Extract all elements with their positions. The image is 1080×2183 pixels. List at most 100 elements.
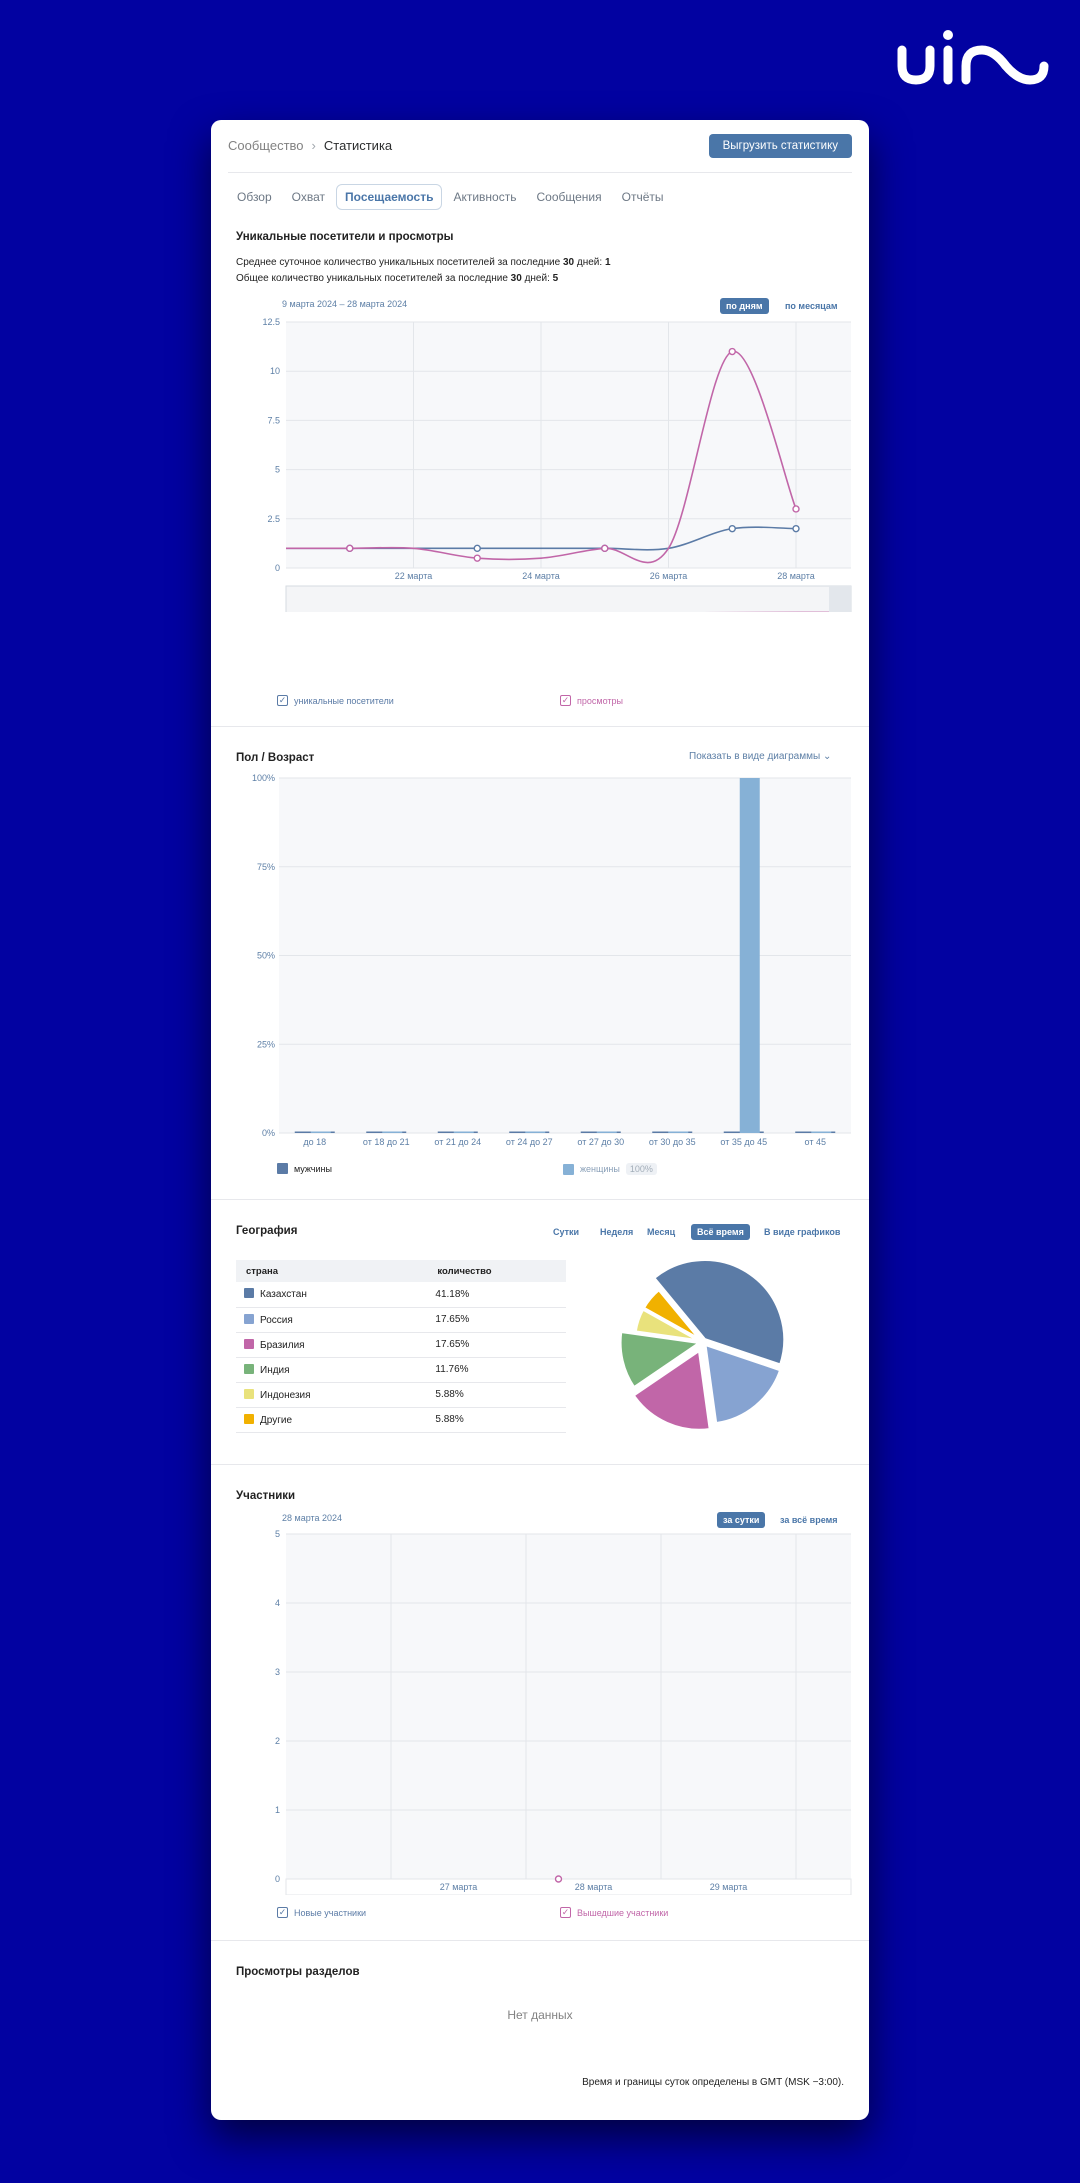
bar (811, 1131, 832, 1133)
tab-0[interactable]: Обзор (237, 190, 272, 204)
geo-filter-1[interactable]: Неделя (600, 1227, 634, 1237)
legend-left-members[interactable]: ✓ Вышедшие участники (560, 1907, 668, 1918)
pie-slice (651, 1258, 787, 1368)
legend-label: мужчины (294, 1163, 332, 1174)
country-name: Индонезия (260, 1389, 311, 1401)
timezone-note: Время и границы суток определены в GMT (… (582, 2077, 844, 2088)
legend-unique-visitors[interactable]: ✓ уникальные посетители (277, 695, 394, 706)
bar (382, 1131, 403, 1133)
table-row: Россия 17.65% (236, 1307, 566, 1333)
y-tick-label: 75% (257, 862, 275, 872)
table-row: Другие 5.88% (236, 1407, 566, 1433)
y-tick-label: 1 (275, 1805, 280, 1815)
data-point (792, 524, 800, 533)
legend-label: Новые участники (294, 1907, 367, 1918)
y-tick-label: 50% (257, 951, 275, 961)
tab-1[interactable]: Охват (291, 190, 326, 204)
legend-swatch (563, 1163, 574, 1175)
geo-filter-2[interactable]: Месяц (647, 1227, 676, 1237)
y-tick-label: 12.5 (262, 318, 280, 327)
col-country: страна (236, 1260, 428, 1282)
tab-3[interactable]: Активность (453, 190, 517, 204)
divider (211, 726, 869, 727)
country-name: Россия (260, 1314, 293, 1326)
breadcrumb-parent[interactable]: Сообщество (228, 138, 304, 153)
data-point (554, 1875, 563, 1883)
data-point (728, 347, 736, 356)
x-tick-label: от 30 до 35 (649, 1137, 696, 1147)
members-chart: 0 1 2 3 4 5 27 марта 28 марта 29 марта (275, 1530, 852, 1895)
total-visitors-text: Общее количество уникальных посетителей … (236, 273, 559, 284)
legend-swatch (277, 1163, 288, 1174)
legend-men[interactable]: мужчины (277, 1163, 332, 1174)
checkbox-checked-icon[interactable]: ✓ (277, 695, 288, 706)
y-tick-label: 7.5 (267, 415, 280, 425)
geo-filter-4[interactable]: В виде графиков (764, 1227, 841, 1237)
section-views-title: Просмотры разделов (236, 1966, 360, 1978)
all-time-toggle[interactable]: за всё время (780, 1515, 838, 1525)
country-cell: Бразилия (236, 1332, 428, 1358)
y-tick-label: 10 (270, 366, 280, 376)
plot-bg (286, 322, 851, 568)
bar (668, 1131, 689, 1133)
chevron-right-icon: › (311, 138, 316, 153)
tab-5[interactable]: Отчёты (621, 190, 664, 204)
x-axis-band (285, 1878, 852, 1895)
members-date: 28 марта 2024 (282, 1513, 343, 1523)
checkbox-checked-icon[interactable]: ✓ (560, 695, 571, 706)
country-share: 5.88% (427, 1407, 566, 1433)
x-tick-label: 24 марта (522, 571, 560, 581)
country-share: 11.76% (427, 1357, 566, 1383)
y-tick-label: 4 (275, 1598, 280, 1608)
country-swatch (244, 1413, 254, 1424)
legend-women[interactable]: женщины 100% (563, 1163, 657, 1175)
y-tick-label: 0 (275, 563, 280, 573)
x-tick-label: 28 марта (575, 1882, 613, 1892)
x-tick-label: 26 марта (650, 571, 688, 581)
tab-2[interactable]: Посещаемость (336, 184, 443, 210)
table-row: Бразилия 17.65% (236, 1332, 566, 1358)
legend-label: женщины (580, 1164, 620, 1174)
brand-logo (897, 30, 1049, 85)
export-stats-button[interactable]: Выгрузить статистику (708, 134, 852, 158)
geo-pie-chart (618, 1258, 787, 1432)
no-data-text: Нет данных (507, 2008, 573, 2022)
legend-views[interactable]: ✓ просмотры (560, 695, 623, 706)
legend-new-members[interactable]: ✓ Новые участники (277, 1907, 366, 1918)
geo-table-header: страна количество (236, 1260, 566, 1282)
divider (228, 172, 852, 173)
plot-bg (286, 1534, 851, 1879)
y-tick-label: 2.5 (267, 514, 280, 524)
visitors-date-range: 9 марта 2024 – 28 марта 2024 (282, 299, 408, 309)
checkbox-checked-icon[interactable]: ✓ (277, 1907, 288, 1918)
country-name: Индия (260, 1364, 290, 1376)
bar (453, 1131, 474, 1133)
statistics-card: Сообщество › Статистика Выгрузить статис… (211, 120, 869, 2120)
show-as-chart-link[interactable]: Показать в виде диаграммы ⌄ (689, 751, 832, 762)
data-point (601, 544, 609, 553)
bar (739, 778, 760, 1133)
visitors-title: Уникальные посетители и просмотры (236, 231, 454, 243)
divider (211, 1940, 869, 1941)
country-cell: Россия (236, 1307, 428, 1333)
gender-age-title: Пол / Возраст (236, 752, 315, 764)
country-share: 41.18% (427, 1282, 566, 1308)
geo-filter-0[interactable]: Сутки (553, 1227, 580, 1237)
y-tick-label: 2 (275, 1736, 280, 1746)
geo-filter-3[interactable]: Всё время (691, 1224, 750, 1240)
x-tick-label: 22 марта (395, 571, 433, 581)
country-swatch (244, 1288, 254, 1299)
checkbox-checked-icon[interactable]: ✓ (560, 1907, 571, 1918)
geography-title: География (236, 1225, 298, 1237)
bar (596, 1131, 617, 1133)
by-days-toggle[interactable]: по дням (720, 298, 769, 314)
visitors-line-chart: 0 2.5 5 7.5 10 12.5 22 марта 24 марта 26 марта 28… (262, 318, 852, 612)
per-day-toggle[interactable]: за сутки (717, 1512, 766, 1528)
tab-4[interactable]: Сообщения (536, 190, 602, 204)
data-point (473, 554, 481, 562)
col-count: количество (427, 1260, 566, 1282)
data-point (728, 524, 736, 533)
country-name: Бразилия (260, 1339, 305, 1351)
by-months-toggle[interactable]: по месяцам (785, 301, 838, 311)
x-tick-label: от 18 до 21 (363, 1137, 410, 1147)
